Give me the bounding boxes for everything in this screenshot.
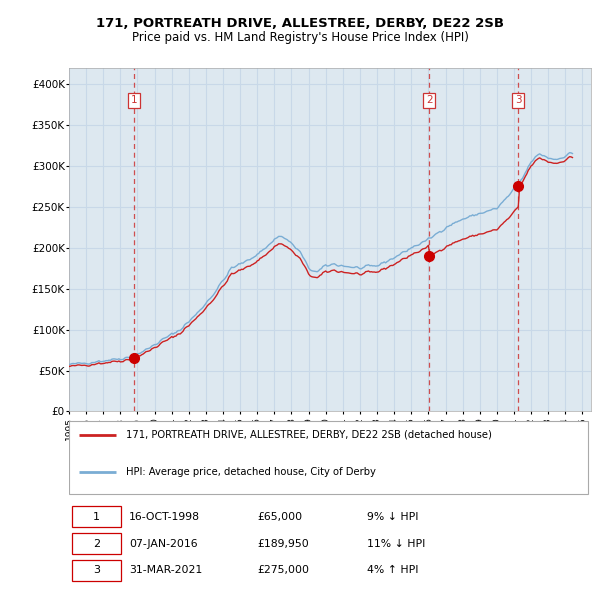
Text: 3: 3 xyxy=(515,96,521,106)
Text: 1: 1 xyxy=(93,512,100,522)
Text: £65,000: £65,000 xyxy=(257,512,302,522)
FancyBboxPatch shape xyxy=(71,506,121,527)
Text: 9% ↓ HPI: 9% ↓ HPI xyxy=(367,512,418,522)
FancyBboxPatch shape xyxy=(71,533,121,554)
Text: 1: 1 xyxy=(131,96,137,106)
Text: 3: 3 xyxy=(93,565,100,575)
Text: 11% ↓ HPI: 11% ↓ HPI xyxy=(367,539,425,549)
Text: 4% ↑ HPI: 4% ↑ HPI xyxy=(367,565,418,575)
Text: 2: 2 xyxy=(426,96,433,106)
Text: HPI: Average price, detached house, City of Derby: HPI: Average price, detached house, City… xyxy=(127,467,376,477)
Text: 2: 2 xyxy=(93,539,100,549)
FancyBboxPatch shape xyxy=(71,560,121,581)
Text: £189,950: £189,950 xyxy=(257,539,308,549)
FancyBboxPatch shape xyxy=(69,421,589,494)
Text: 171, PORTREATH DRIVE, ALLESTREE, DERBY, DE22 2SB: 171, PORTREATH DRIVE, ALLESTREE, DERBY, … xyxy=(96,17,504,30)
Text: 16-OCT-1998: 16-OCT-1998 xyxy=(129,512,200,522)
Text: 31-MAR-2021: 31-MAR-2021 xyxy=(129,565,202,575)
Text: Price paid vs. HM Land Registry's House Price Index (HPI): Price paid vs. HM Land Registry's House … xyxy=(131,31,469,44)
Text: £275,000: £275,000 xyxy=(257,565,309,575)
Text: 171, PORTREATH DRIVE, ALLESTREE, DERBY, DE22 2SB (detached house): 171, PORTREATH DRIVE, ALLESTREE, DERBY, … xyxy=(127,430,492,440)
Text: 07-JAN-2016: 07-JAN-2016 xyxy=(129,539,197,549)
